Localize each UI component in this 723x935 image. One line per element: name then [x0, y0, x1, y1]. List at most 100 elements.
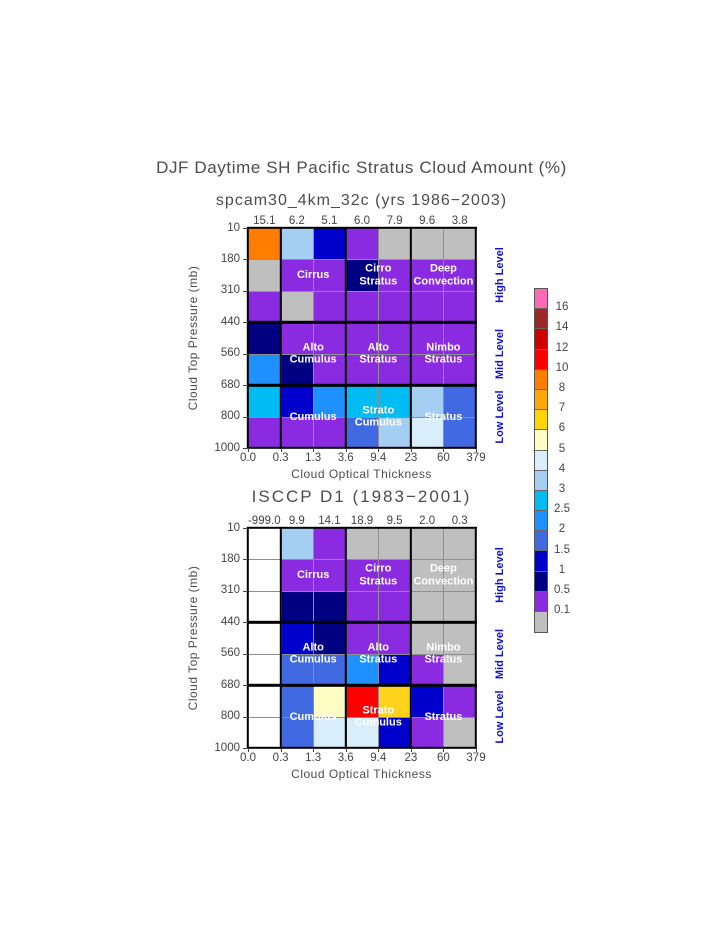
y-axis-title: Cloud Top Pressure (mb): [186, 265, 200, 411]
legend-swatch: [535, 511, 547, 532]
column-value-label: 9.5: [386, 515, 403, 527]
legend-swatch: [535, 289, 547, 310]
level-label: High Level: [494, 247, 506, 303]
x-tick-label: 23: [404, 452, 418, 464]
legend-swatch: [535, 531, 547, 552]
heatmap-cell: [443, 653, 477, 686]
heatmap-cell: [345, 559, 379, 592]
cloud-type-label: Cirrus: [297, 569, 329, 582]
x-tick-label: 60: [437, 452, 450, 464]
heatmap-cell: [410, 716, 444, 749]
heatmap-cell: [280, 290, 314, 323]
gridline: [248, 353, 476, 355]
cloud-type-label-line: Cirrus: [296, 568, 330, 581]
cloud-type-label-line: Alto: [367, 641, 389, 654]
legend-label: 3: [558, 483, 566, 495]
heatmap-cell: [313, 622, 347, 655]
legend-label: 16: [555, 301, 569, 314]
heatmap-cell: [248, 559, 282, 592]
legend-label: 1: [558, 563, 566, 576]
chart1-title: spcam30_4km_32c (yrs 1986−2003): [215, 192, 508, 209]
x-tick-mark: [410, 748, 412, 752]
legend-swatch: [535, 470, 547, 491]
group-border: [409, 227, 413, 449]
cloud-type-label-line: Cirrus: [296, 268, 330, 281]
heatmap-cell: [443, 259, 477, 292]
y-tick-mark: [243, 322, 248, 324]
cloud-type-label-line: Convection: [413, 575, 474, 588]
y-tick-mark: [243, 653, 248, 655]
legend-swatch: [535, 571, 547, 592]
legend-label: 0.1: [554, 604, 570, 617]
cloud-type-label: Deep Convection: [413, 563, 473, 588]
y-tick-mark: [243, 528, 248, 529]
heatmap-cell: [410, 290, 444, 323]
heatmap-cell: [378, 228, 412, 260]
group-border: [344, 527, 347, 749]
heatmap-cell: [443, 322, 477, 355]
gridline: [248, 290, 476, 292]
heatmap-cell: [443, 716, 477, 749]
heatmap-cell: [378, 590, 412, 623]
heatmap-cell: [410, 416, 444, 449]
chart2-title: ISCCP D1 (1983−2001): [251, 487, 472, 506]
heatmap-cell: [378, 416, 412, 449]
heatmap-cell: [280, 353, 314, 386]
legend-label: 6: [558, 422, 566, 435]
heatmap-cell: [378, 290, 412, 323]
y-tick-mark: [243, 622, 248, 624]
heatmap-cell: [248, 353, 282, 386]
y-tick-mark: [243, 590, 248, 592]
y-tick-mark: [243, 259, 248, 261]
cloud-type-label-line: Cumulus: [289, 653, 337, 666]
heatmap-cell: [313, 259, 347, 292]
gridline: [248, 716, 476, 718]
heatmap-cell: [248, 290, 282, 323]
legend-label: 10: [555, 361, 569, 374]
cloud-type-label-line: Deep: [429, 262, 457, 275]
heatmap-cell: [313, 528, 347, 560]
cloud-type-label-line: Cumulus: [289, 710, 337, 723]
gridline: [248, 559, 476, 561]
heatmap-cell: [345, 416, 379, 449]
x-tick-mark: [476, 448, 477, 452]
cloud-type-label: Cirro Stratus: [359, 263, 397, 288]
x-tick-label: 1.3: [305, 452, 322, 464]
legend-swatch: [535, 369, 547, 390]
heatmap-cell: [280, 716, 314, 749]
heatmap-cell: [313, 685, 347, 718]
heatmap-cell: [345, 685, 379, 718]
cloud-type-label: Cirrus: [297, 269, 329, 282]
heatmap-cell: [443, 528, 477, 560]
legend-swatch: [535, 389, 547, 411]
group-border: [246, 227, 250, 449]
heatmap-cell: [410, 622, 444, 655]
column-value-label: 7.9: [386, 215, 403, 227]
y-tick-label: 560: [220, 647, 240, 660]
y-tick-label: 560: [220, 347, 240, 360]
x-tick-label: 3.6: [337, 452, 354, 464]
heatmap-cell: [378, 685, 412, 718]
heatmap-cell: [443, 290, 477, 323]
heatmap-cell: [280, 653, 314, 686]
heatmap-cell: [443, 622, 477, 655]
y-tick-mark: [243, 353, 248, 355]
heatmap-cell: [345, 528, 379, 560]
cloud-type-label-line: Cumulus: [354, 416, 402, 429]
x-tick-mark: [280, 748, 282, 752]
x-tick-mark: [280, 448, 282, 452]
heatmap-cell: [248, 322, 282, 355]
legend-label: 5: [558, 442, 566, 455]
heatmap-cell: [248, 622, 282, 655]
heatmap-cell: [345, 322, 379, 355]
heatmap-cell: [378, 322, 412, 355]
cloud-type-label: Nimbo Stratus: [424, 641, 462, 666]
y-tick-mark: [243, 448, 248, 449]
x-tick-mark: [443, 748, 445, 752]
level-label: High Level: [494, 547, 506, 603]
heatmap-cell: [280, 559, 314, 592]
cloud-type-label-line: Convection: [413, 275, 474, 288]
y-tick-mark: [243, 748, 248, 749]
heatmap-cell: [443, 685, 477, 718]
